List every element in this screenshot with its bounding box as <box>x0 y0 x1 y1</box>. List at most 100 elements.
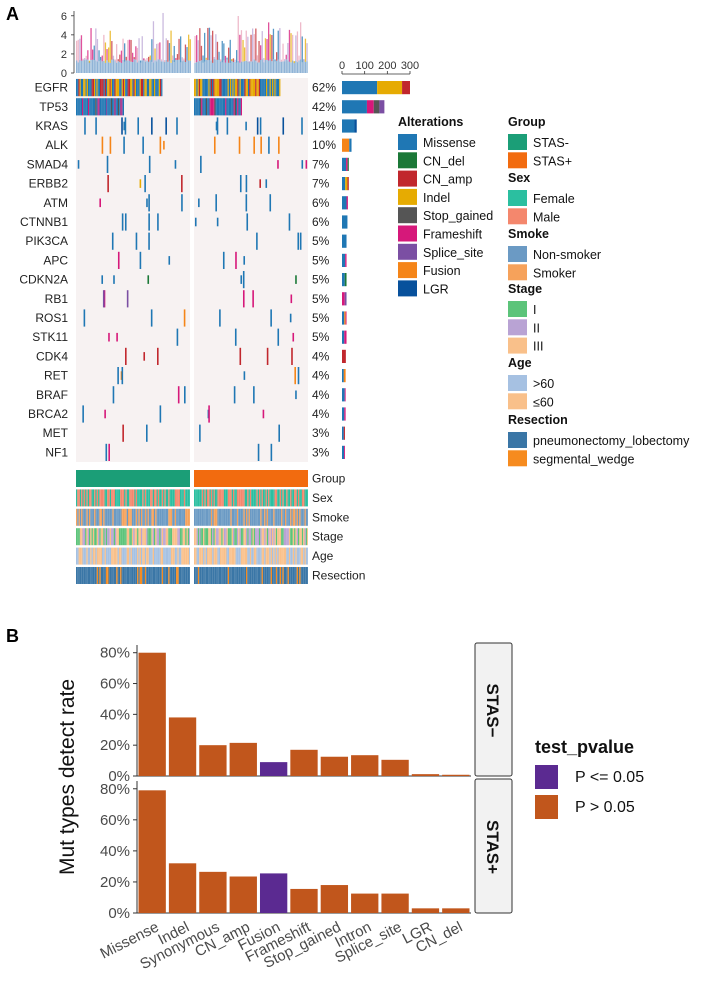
alteration-cell <box>258 79 260 97</box>
annotation-cell <box>117 528 119 546</box>
annotation-cell <box>226 489 228 507</box>
annotation-cell <box>290 508 292 526</box>
annotation-cell <box>100 567 102 584</box>
y-axis-title: Mut types detect rate <box>56 679 79 875</box>
annotation-cell <box>231 508 233 526</box>
gene-label: RB1 <box>45 292 69 306</box>
annotation-cell <box>292 567 295 584</box>
annotation-cell <box>178 508 180 526</box>
alteration-cell <box>117 367 119 385</box>
top-bar-segment <box>77 62 79 73</box>
alteration-cell <box>198 98 200 116</box>
track-label: Smoke <box>312 510 350 524</box>
alteration-cell <box>200 79 202 97</box>
top-bar-segment <box>114 60 116 73</box>
annotation-cell <box>301 528 304 546</box>
top-bar-segment <box>290 62 292 73</box>
annotation-cell <box>159 567 161 584</box>
annotation-cell <box>292 547 295 565</box>
annotation-cell <box>139 489 141 507</box>
annotation-cell <box>141 547 143 565</box>
annotation-cell <box>270 547 272 565</box>
side-bar-segment <box>342 157 347 171</box>
legend-title: Stage <box>508 282 542 296</box>
annotation-cell <box>181 489 183 507</box>
legend-title: Alterations <box>398 115 463 129</box>
alteration-cell <box>82 405 84 423</box>
top-bar-segment <box>146 60 148 73</box>
alteration-cell <box>253 386 255 404</box>
annotation-cell <box>102 567 104 584</box>
top-bar-segment <box>237 60 239 73</box>
alteration-cell <box>226 98 228 116</box>
annotation-cell <box>167 528 169 546</box>
annotation-cell <box>222 547 224 565</box>
annotation-cell <box>121 567 123 584</box>
annotation-cell <box>238 508 240 526</box>
annotation-cell <box>112 567 114 584</box>
top-bar-segment <box>248 61 251 73</box>
annotation-cell <box>253 508 256 526</box>
top-bar-segment <box>194 35 196 63</box>
legend-label: Frameshift <box>423 228 483 242</box>
alteration-cell <box>88 79 90 97</box>
top-bar-segment <box>277 30 279 60</box>
annotation-cell <box>120 489 122 507</box>
annotation-cell <box>235 508 237 526</box>
bar-lgr <box>411 908 440 913</box>
side-bar-segment <box>342 196 347 210</box>
legend-label: Stop_gained <box>423 209 493 223</box>
side-bar-segment <box>342 445 345 459</box>
top-bar-segment <box>215 34 217 60</box>
annotation-cell <box>172 567 174 584</box>
annotation-cell <box>278 547 280 565</box>
annotation-cell <box>130 547 132 565</box>
annotation-cell <box>164 508 166 526</box>
annotation-cell <box>139 528 141 546</box>
annotation-cell <box>262 528 265 546</box>
annotation-cell <box>176 528 178 546</box>
annotation-cell <box>86 567 88 584</box>
side-axis-tick-label: 300 <box>401 60 419 72</box>
annotation-cell <box>238 528 240 546</box>
top-bar-segment <box>79 60 81 73</box>
annotation-cell <box>90 547 92 565</box>
alteration-cell <box>102 98 104 116</box>
annotation-cell <box>221 508 223 526</box>
alteration-cell <box>101 79 103 97</box>
top-bar-segment <box>303 59 305 73</box>
alteration-cell <box>114 98 116 116</box>
annotation-cell <box>86 508 88 526</box>
top-bar-segment <box>223 43 225 61</box>
alteration-cell <box>214 79 216 97</box>
alteration-cell <box>240 275 243 284</box>
annotation-cell <box>129 528 131 546</box>
annotation-cell <box>236 528 239 546</box>
alteration-cell <box>207 98 209 116</box>
bar-missense <box>138 790 166 913</box>
annotation-cell <box>83 547 86 565</box>
alteration-cell <box>118 79 120 97</box>
alteration-cell <box>295 275 297 284</box>
track-label: Sex <box>312 491 333 505</box>
top-bar-segment <box>176 54 179 60</box>
y-tick-label: 60% <box>100 676 130 693</box>
annotation-cell <box>76 547 78 565</box>
annotation-cell <box>268 547 270 565</box>
alteration-cell <box>228 98 230 116</box>
annotation-cell <box>243 567 245 584</box>
annotation-cell <box>160 528 162 546</box>
alteration-cell <box>295 390 297 400</box>
annotation-cell <box>183 547 186 565</box>
alteration-cell <box>86 98 88 116</box>
annotation-cell <box>283 547 285 565</box>
annotation-cell <box>203 508 205 526</box>
annotation-cell <box>203 567 205 584</box>
top-bar-segment <box>132 52 134 63</box>
annotation-cell <box>204 508 206 526</box>
top-bar-segment <box>87 50 89 60</box>
annotation-cell <box>236 508 239 526</box>
gene-label: TP53 <box>39 100 68 114</box>
annotation-cell <box>257 489 259 507</box>
alteration-cell <box>240 79 242 97</box>
